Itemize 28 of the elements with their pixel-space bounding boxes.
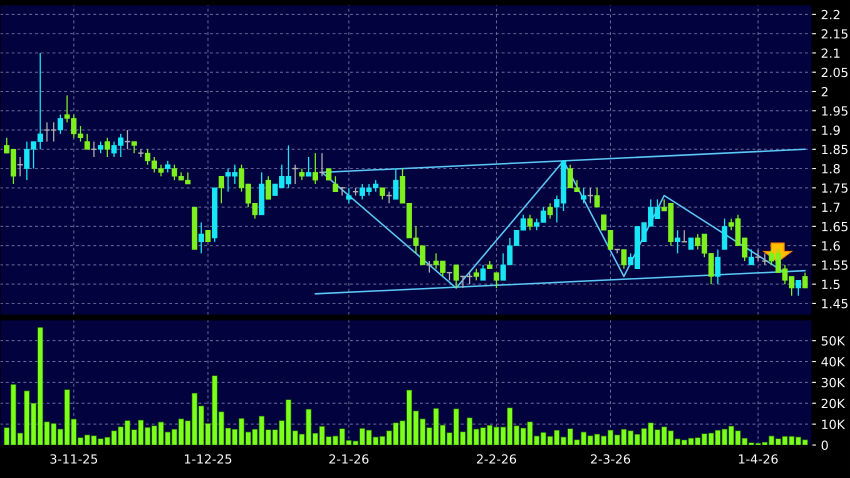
y-tick-label: 2.05 — [822, 68, 848, 78]
y-tick-label: 50K — [822, 336, 846, 346]
y-tick-label: 0 — [822, 440, 828, 450]
y-tick-label: 1.65 — [822, 222, 848, 232]
y-tick-label: 2.15 — [822, 29, 848, 39]
x-tick-label: 1-12-25 — [184, 454, 232, 464]
y-tick-label: 1.6 — [822, 241, 840, 251]
y-tick-label: 1.45 — [822, 299, 848, 308]
x-tick-label: 2-2-26 — [476, 454, 516, 464]
y-tick-label: 1.9 — [822, 125, 840, 135]
y-tick-label: 20K — [822, 398, 846, 408]
y-tick-label: 2.1 — [822, 48, 840, 58]
y-tick-label: 1.95 — [822, 106, 848, 116]
y-tick-label: 1.8 — [822, 164, 840, 174]
y-tick-label: 10K — [822, 420, 846, 430]
y-tick-label: 1.7 — [822, 202, 840, 212]
x-tick-label: 2-3-26 — [590, 454, 630, 464]
x-tick-label: 3-11-25 — [50, 454, 98, 464]
y-tick-label: 1.85 — [822, 144, 848, 154]
x-tick-label: 1-4-26 — [739, 454, 778, 464]
y-tick-label: 2.2 — [822, 10, 840, 20]
y-tick-label: 30K — [822, 378, 846, 388]
y-tick-label: 1.75 — [822, 183, 848, 193]
x-tick-label: 2-1-26 — [329, 454, 368, 464]
y-tick-label: 40K — [821, 357, 846, 366]
y-tick-label: 2 — [822, 86, 828, 96]
y-tick-label: 1.5 — [822, 280, 840, 290]
y-tick-label: 1.55 — [822, 260, 848, 270]
